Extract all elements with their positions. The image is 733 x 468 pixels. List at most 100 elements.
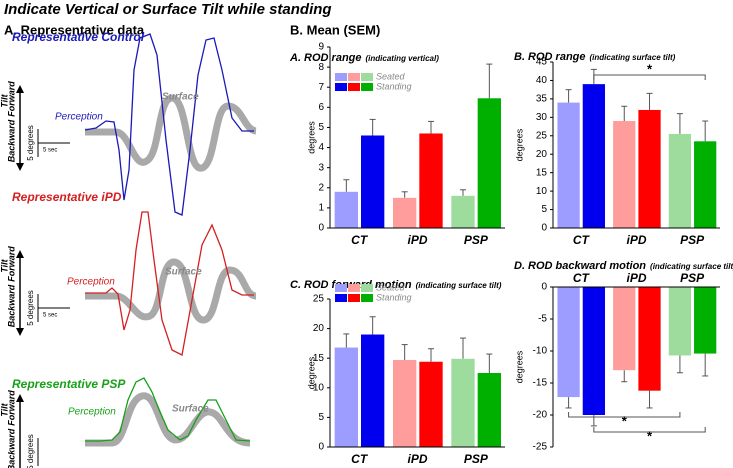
y-axis-label: degrees <box>514 128 524 161</box>
backward-label: Backward <box>6 428 16 468</box>
bar <box>334 347 358 447</box>
x-tick-label: CT <box>351 233 369 247</box>
perception-label: Perception <box>55 112 103 123</box>
tilt-label: Tilt <box>0 402 9 416</box>
surface-label: Surface <box>172 404 209 415</box>
legend-label: Seated <box>376 282 406 292</box>
tilt-label: Tilt <box>0 93 9 107</box>
y-axis-label: degrees <box>306 121 316 154</box>
significance-bracket <box>593 427 706 433</box>
legend-swatch <box>361 73 373 81</box>
bar <box>557 102 580 228</box>
chart-subtitle: (indicating surface tilt) <box>650 262 733 271</box>
y-tick-label: 0 <box>541 223 547 234</box>
y-tick-label: 15 <box>536 167 548 178</box>
y-tick-label: -15 <box>533 378 548 389</box>
chart-title: B. ROD range <box>514 51 586 63</box>
x-tick-label: iPD <box>407 452 427 466</box>
x-tick-label: PSP <box>464 233 489 247</box>
y-tick-label: 7 <box>318 82 324 93</box>
arrow-head <box>16 394 24 402</box>
degrees-label: 5 degrees <box>26 434 35 468</box>
y-axis-label: degrees <box>514 350 524 383</box>
y-tick-label: 2 <box>318 182 324 193</box>
y-tick-label: 40 <box>536 75 548 86</box>
y-tick-label: 15 <box>313 353 325 364</box>
right-heading: B. Mean (SEM) <box>290 22 380 37</box>
y-tick-label: 30 <box>536 112 548 123</box>
legend-swatch <box>348 284 360 292</box>
tilt-label: Tilt <box>0 258 9 272</box>
significance-label: * <box>647 61 653 76</box>
y-tick-label: 25 <box>313 294 325 305</box>
y-tick-label: 25 <box>536 130 548 141</box>
bar <box>334 191 358 228</box>
legend-label: Seated <box>376 71 406 81</box>
y-tick-label: -10 <box>533 346 548 357</box>
backward-label: Backward <box>6 119 16 162</box>
time-scale-label: 5 sec <box>43 148 57 154</box>
y-tick-label: 0 <box>318 223 324 234</box>
figure-title: Indicate Vertical or Surface Tilt while … <box>4 1 332 18</box>
legend-label: Standing <box>376 81 412 91</box>
surface-trace <box>85 392 251 447</box>
bar <box>393 359 417 447</box>
chart-title: A. ROD range <box>289 52 362 64</box>
significance-bracket <box>593 74 706 80</box>
degrees-label: 5 degrees <box>26 125 35 161</box>
y-tick-label: 10 <box>313 382 325 393</box>
y-tick-label: 3 <box>318 162 324 173</box>
forward-label: Forward <box>6 390 16 426</box>
y-tick-label: 45 <box>536 57 548 68</box>
bar <box>613 121 636 228</box>
forward-label: Forward <box>6 81 16 117</box>
chart-subtitle: (indicating surface tilt) <box>416 281 502 290</box>
y-tick-label: 5 <box>541 204 547 215</box>
legend-swatch <box>335 83 347 91</box>
y-tick-label: -20 <box>533 410 548 421</box>
y-tick-label: 0 <box>541 282 547 293</box>
bar <box>638 109 661 228</box>
y-tick-label: 5 <box>318 412 324 423</box>
y-tick-label: -25 <box>533 442 548 453</box>
legend-swatch <box>361 284 373 292</box>
surface-label: Surface <box>165 267 202 278</box>
legend-swatch <box>335 294 347 302</box>
legend-label: Standing <box>376 292 412 302</box>
y-tick-label: 8 <box>318 62 324 73</box>
x-tick-label: CT <box>573 271 591 285</box>
bar <box>694 287 717 354</box>
y-tick-label: 20 <box>536 149 548 160</box>
perception-trace <box>85 377 251 442</box>
perception-trace <box>85 211 254 356</box>
bar <box>557 287 580 398</box>
y-tick-label: 20 <box>313 323 325 334</box>
bar <box>451 195 475 228</box>
chart-subtitle: (indicating vertical) <box>366 54 440 63</box>
significance-label: * <box>647 428 653 443</box>
bar <box>393 197 417 228</box>
x-tick-label: CT <box>351 452 369 466</box>
forward-label: Forward <box>6 246 16 282</box>
perception-label: Perception <box>68 407 116 418</box>
bar <box>419 361 443 447</box>
bar <box>668 133 692 228</box>
y-tick-label: 9 <box>318 42 324 53</box>
surface-trace <box>85 258 257 324</box>
left-heading: A. Representative data <box>4 22 145 37</box>
y-tick-label: 6 <box>318 102 324 113</box>
legend-swatch <box>335 73 347 81</box>
legend-swatch <box>361 83 373 91</box>
chart-subtitle: (indicating surface tilt) <box>590 53 676 62</box>
y-tick-label: 0 <box>318 442 324 453</box>
trace-label: Representative iPD <box>12 190 122 204</box>
bar <box>451 358 475 447</box>
y-axis-label: degrees <box>306 356 316 389</box>
y-tick-label: 1 <box>318 203 324 214</box>
perception-label: Perception <box>67 277 115 288</box>
backward-label: Backward <box>6 284 16 327</box>
x-tick-label: PSP <box>680 233 705 247</box>
degrees-label: 5 degrees <box>26 290 35 326</box>
bar <box>668 287 692 356</box>
bar <box>361 135 385 228</box>
